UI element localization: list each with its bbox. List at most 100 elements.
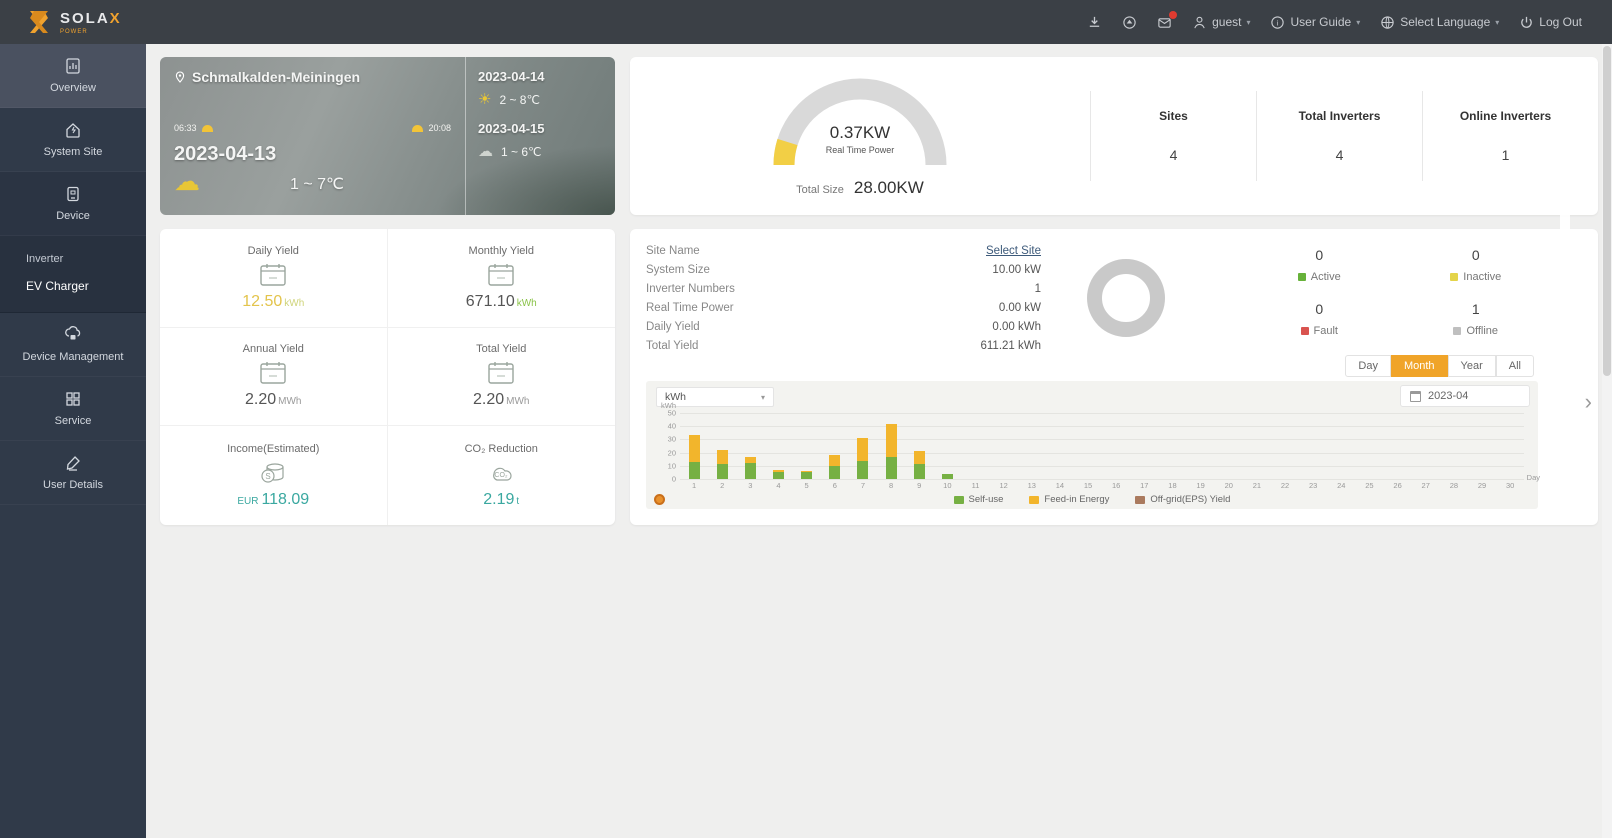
status-inactive: 0 Inactive [1398,247,1555,301]
status-count: 0 [1315,301,1324,317]
sidebar-item-device-management[interactable]: Device Management [0,313,146,377]
calendar-icon [1410,390,1421,402]
site-detail-card: Site Name Select Site System Size 10.00 kW I… [630,229,1598,525]
chart-marker-icon[interactable] [654,494,665,505]
main-content: Schmalkalden-Meiningen 06:33 20:08 2023-… [146,44,1612,838]
scrollbar[interactable] [1602,44,1612,838]
bar-slot [961,413,989,479]
bar-segment [772,469,784,473]
sidebar-subitem-ev-charger[interactable]: EV Charger [26,279,89,293]
sidebar-subitem-inverter[interactable]: Inverter [26,253,64,265]
solax-x-logo-icon [30,11,48,33]
select-language-label: Select Language [1400,15,1491,29]
bar-slot [1440,413,1468,479]
bar-slot [1074,413,1102,479]
period-button-year[interactable]: Year [1447,355,1496,377]
info-value: 1 [1034,282,1041,295]
info-value: 611.21 kWh [980,339,1041,352]
yield-value: 2.20 MWh [473,391,530,409]
sidebar-item-system-site[interactable]: System Site [0,108,146,172]
logout-button[interactable]: Log Out [1519,15,1582,30]
period-button-day[interactable]: Day [1345,355,1391,377]
x-tick-label: 15 [1083,481,1093,490]
topbar: SOLAX POWER guest ▾ i User Guide ▾ Selec… [0,0,1612,44]
info-label: Daily Yield [646,320,700,333]
bar-segment [801,472,813,479]
period-button-all[interactable]: All [1495,355,1534,377]
yield-cell-co-reduction: CO₂ Reduction CO₂ 2.19 t [388,426,616,525]
bar-day-7[interactable] [857,438,869,479]
bar-day-6[interactable] [829,455,841,479]
legend-item-off-grid-eps-yield[interactable]: Off-grid(EPS) Yield [1135,494,1230,505]
status-count: 0 [1471,247,1480,263]
period-button-month[interactable]: Month [1390,355,1448,377]
bar-slot [1299,413,1327,479]
info-value: 0.00 kW [998,301,1041,314]
sidebar-item-device[interactable]: Device [0,172,146,236]
stat-online-inverters: Online Inverters 1 [1422,91,1588,181]
bar-segment [941,473,953,479]
bar-day-5[interactable] [801,471,813,479]
sidebar-item-overview[interactable]: Overview [0,44,146,108]
sidebar-item-service[interactable]: Service [0,377,146,441]
bar-day-10[interactable] [941,473,953,479]
yield-summary-card: Daily Yield 12.50 kWh Monthly Yield 671.10 kW… [160,229,615,525]
logout-label: Log Out [1539,15,1582,29]
x-tick-label: 30 [1505,481,1515,490]
unit-select[interactable]: kWh ▾ [656,387,774,407]
status-fault: 0 Fault [1241,301,1398,355]
date-picker[interactable]: 2023-04 [1400,385,1530,407]
chevron-down-icon: ▾ [1246,17,1251,27]
bar-segment [716,464,728,479]
bar-day-1[interactable] [688,435,700,479]
site-info-row: Real Time Power 0.00 kW [646,298,1041,317]
brand-name: SOLAX [60,9,122,27]
legend-item-feed-in-energy[interactable]: Feed-in Energy [1029,494,1109,505]
yield-cell-annual-yield: Annual Yield 2.20 MWh [160,327,388,427]
user-menu[interactable]: guest ▾ [1192,15,1250,30]
stat-value: 1 [1501,147,1510,163]
x-tick-label: 23 [1308,481,1318,490]
download-icon[interactable] [1087,15,1102,30]
sidebar-item-label: System Site [43,146,103,158]
bar-segment [885,423,897,457]
bar-day-8[interactable] [885,423,897,479]
bar-day-3[interactable] [744,456,756,479]
next-site-arrow[interactable]: › [1584,389,1592,414]
status-dot-icon [1297,273,1306,281]
language-menu[interactable]: Select Language ▾ [1380,15,1499,30]
bar-slot [821,413,849,479]
legend-swatch-icon [953,495,964,504]
bar-day-4[interactable] [772,469,784,479]
chevron-down-icon: ▾ [1356,17,1361,27]
bar-segment [829,465,841,479]
rain-cloud-icon: ☁ [478,143,493,160]
bar-slot [1384,413,1412,479]
bar-segment [857,438,869,461]
scrollbar-thumb[interactable] [1603,46,1611,376]
yield-value: 2.19 t [483,490,520,508]
bar-slot [1215,413,1243,479]
select-site-link[interactable]: Select Site [986,244,1041,257]
legend-item-self-use[interactable]: Self-use [953,494,1003,505]
user-guide-menu[interactable]: i User Guide ▾ [1270,15,1360,30]
bar-day-9[interactable] [913,451,925,479]
bar-slot [1496,413,1524,479]
user-icon [1192,15,1207,30]
x-tick-label: 11 [971,481,980,490]
bar-day-2[interactable] [716,449,728,479]
bar-slot [990,413,1018,479]
chart-legend: Self-use Feed-in Energy Off-grid(EPS) Yiel… [646,494,1538,505]
bar-segment [857,460,869,479]
home-icon[interactable] [1122,15,1137,30]
bar-segment [716,449,728,465]
sidebar-item-user-details[interactable]: User Details [0,441,146,505]
sidebar-item-label: Device Management [22,351,124,363]
x-axis: 1 2 3 4 5 6 7 8 9 10 11 12 13 14 15 16 17 18 19 20 21 22 23 24 2… [680,481,1524,490]
yield-value: 12.50 kWh [242,292,305,310]
calendar-icon [486,262,516,288]
stat-value: 4 [1335,147,1344,163]
site-info-row: Inverter Numbers 1 [646,279,1041,298]
x-tick-label: 3 [748,481,753,490]
message-icon[interactable] [1157,10,1178,30]
